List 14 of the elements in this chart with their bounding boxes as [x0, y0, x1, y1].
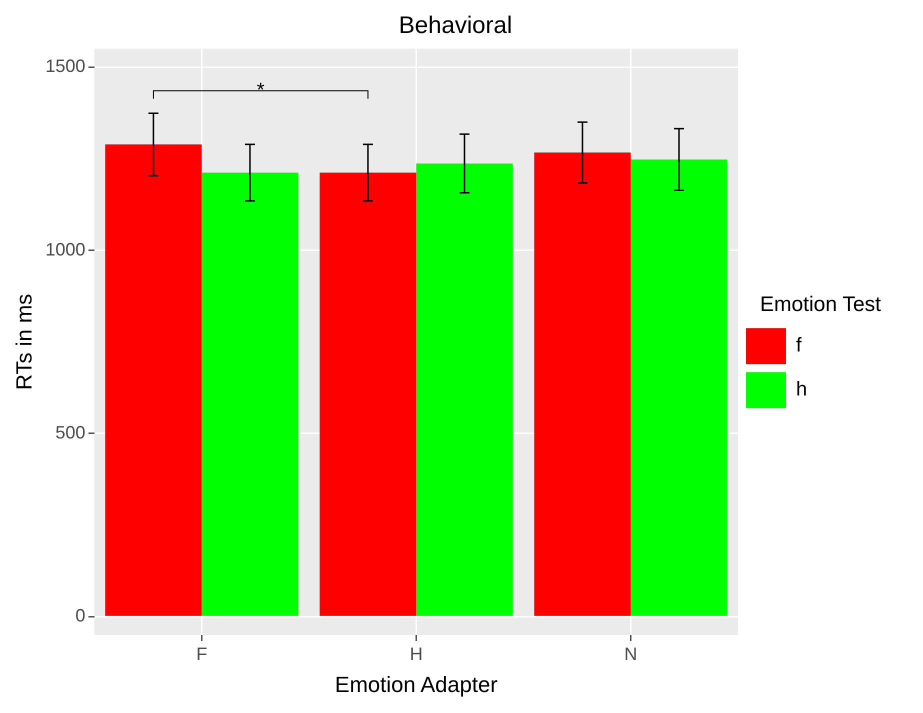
x-tick-label: H	[410, 644, 423, 664]
annotation: *	[256, 79, 265, 102]
chart-title: Behavioral	[398, 12, 512, 40]
legend-title: Emotion Test	[760, 293, 882, 316]
y-tick-label: 1500	[45, 56, 86, 76]
y-tick-label: 0	[75, 606, 86, 626]
y-tick-label: 1000	[45, 239, 86, 260]
y-axis-title: RTs in ms	[11, 294, 36, 390]
legend-label: f	[796, 334, 802, 357]
x-tick-label: F	[196, 644, 208, 664]
y-tick-label: 500	[55, 422, 86, 442]
x-tick-label: N	[624, 644, 638, 664]
legend-label: h	[796, 378, 808, 401]
x-axis-title: Emotion Adapter	[334, 672, 498, 697]
